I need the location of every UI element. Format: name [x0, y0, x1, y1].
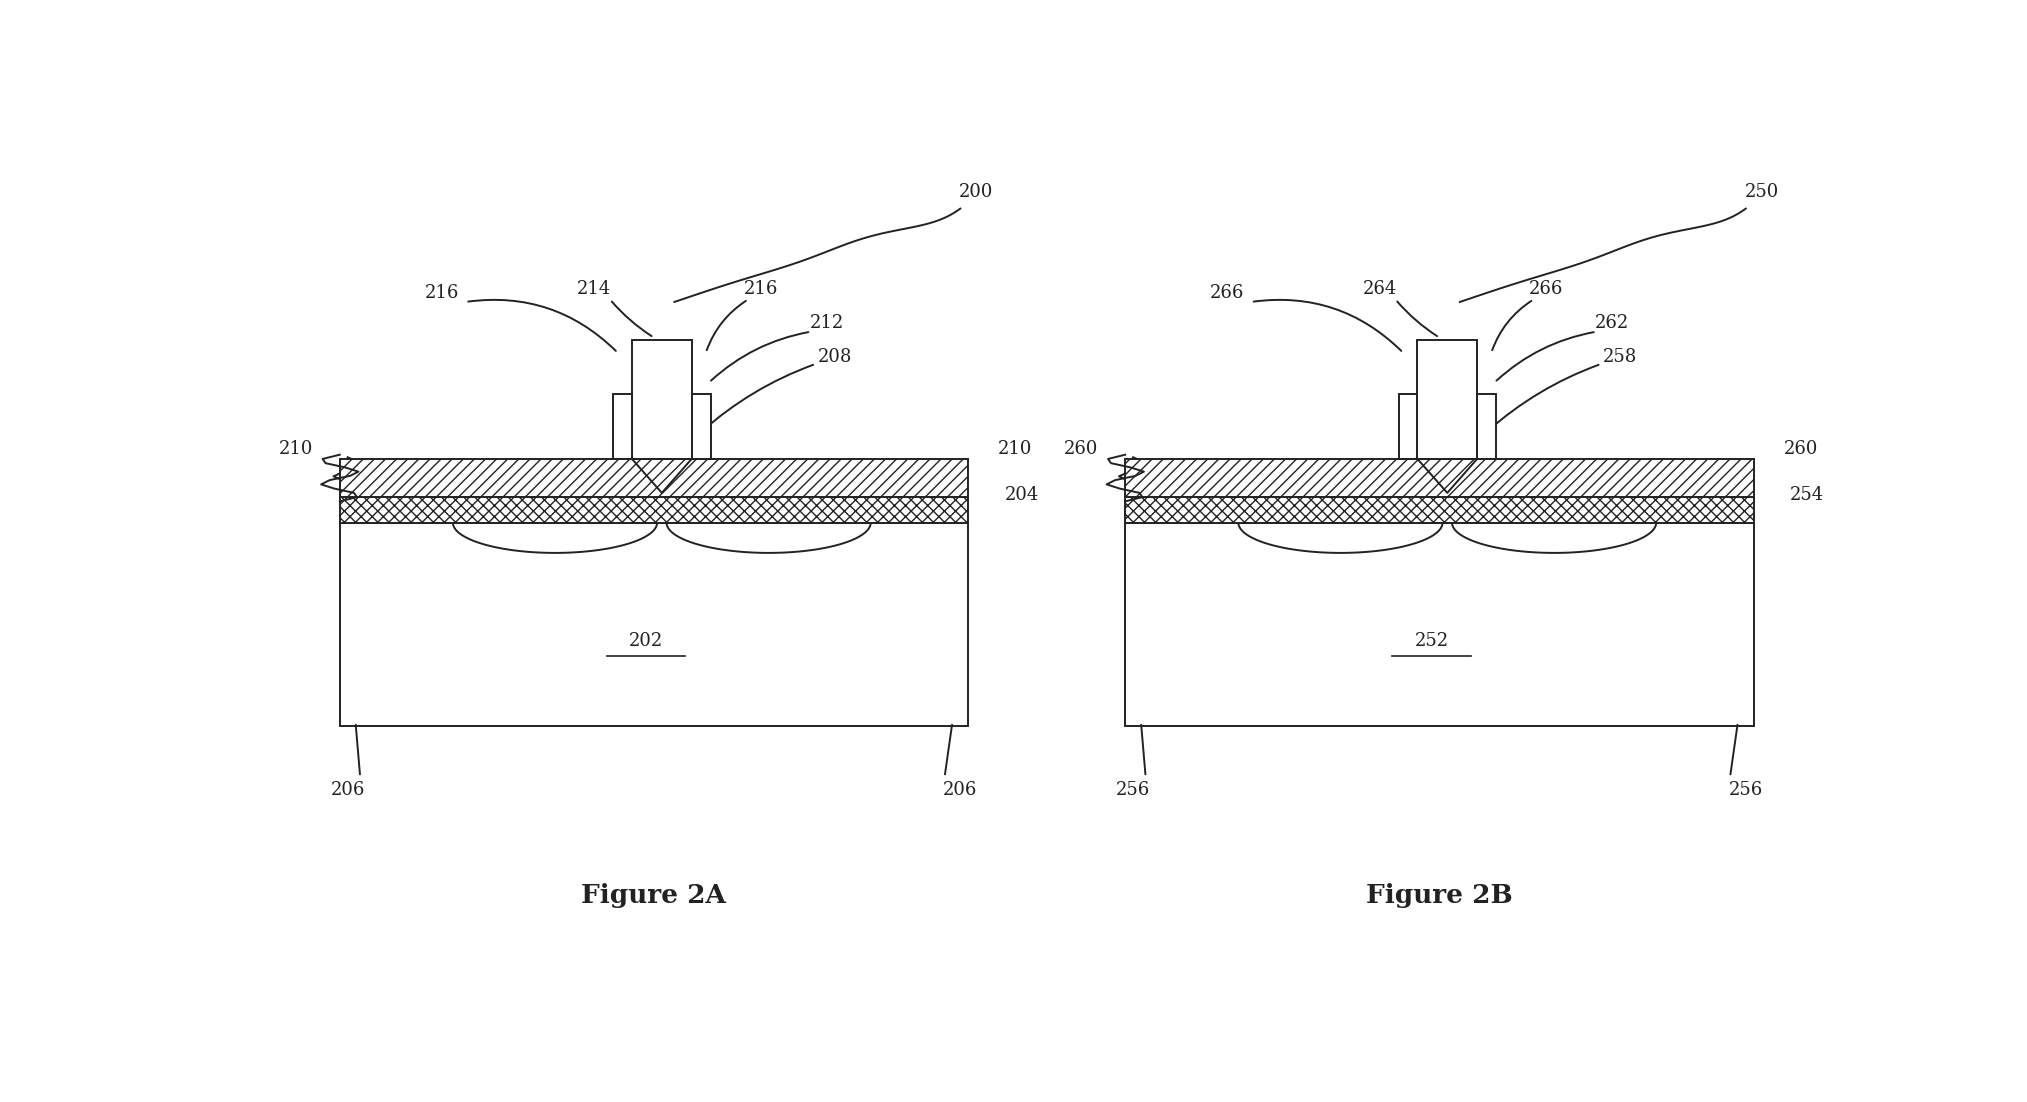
Bar [1478, 393, 1496, 458]
Text: 208: 208 [817, 348, 851, 366]
Text: 206: 206 [330, 781, 365, 799]
Text: 264: 264 [1362, 280, 1397, 299]
Text: 256: 256 [1729, 781, 1763, 799]
Text: 212: 212 [809, 314, 843, 332]
Bar [691, 393, 711, 458]
Text: 216: 216 [744, 280, 778, 299]
Text: 260: 260 [1784, 440, 1818, 457]
Text: Figure 2A: Figure 2A [582, 884, 726, 908]
Text: 204: 204 [1005, 486, 1038, 504]
Text: 256: 256 [1117, 781, 1149, 799]
Text: 254: 254 [1790, 486, 1824, 504]
Bar [1125, 522, 1753, 726]
Bar [1125, 497, 1753, 522]
Text: 262: 262 [1595, 314, 1630, 332]
Bar [1125, 458, 1753, 497]
Text: 200: 200 [959, 183, 993, 201]
Text: 260: 260 [1064, 440, 1099, 457]
Text: 266: 266 [1528, 280, 1563, 299]
Bar [632, 341, 691, 458]
Text: 258: 258 [1603, 348, 1638, 366]
Bar [1399, 393, 1417, 458]
Text: 252: 252 [1415, 631, 1449, 650]
Text: 206: 206 [943, 781, 977, 799]
Bar [612, 393, 632, 458]
Text: 210: 210 [278, 440, 312, 457]
Text: 216: 216 [426, 284, 458, 302]
Text: 214: 214 [578, 280, 612, 299]
Bar [341, 522, 969, 726]
Bar [341, 458, 969, 497]
Bar [1417, 341, 1478, 458]
Text: Figure 2B: Figure 2B [1366, 884, 1512, 908]
Text: 266: 266 [1210, 284, 1245, 302]
Text: 202: 202 [628, 631, 663, 650]
Text: 250: 250 [1745, 183, 1778, 201]
Text: 210: 210 [997, 440, 1032, 457]
Bar [341, 497, 969, 522]
